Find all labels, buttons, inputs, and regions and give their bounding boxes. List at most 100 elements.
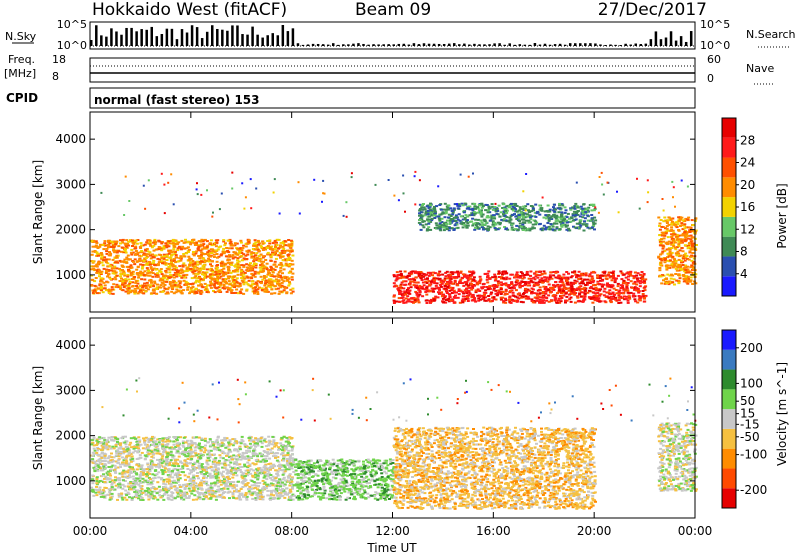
heatmap-cell [204, 248, 207, 250]
heatmap-cell [562, 290, 565, 292]
noise-bar [680, 36, 683, 46]
heatmap-cell [476, 283, 479, 285]
heatmap-cell [658, 269, 661, 271]
heatmap-cell [147, 270, 150, 272]
heatmap-cell [549, 271, 552, 273]
heatmap-cell [457, 227, 460, 229]
heatmap-cell [533, 227, 536, 229]
heatmap-cell [245, 250, 248, 252]
heatmap-cell [245, 258, 248, 260]
heatmap-cell [215, 265, 218, 267]
heatmap-cell [471, 300, 474, 302]
heatmap-cell [492, 225, 495, 227]
heatmap-cell [411, 270, 414, 272]
heatmap-cell [261, 279, 264, 281]
heatmap-cell [669, 253, 672, 255]
heatmap-cell [106, 281, 109, 283]
heatmap-cell [684, 269, 687, 271]
heatmap-cell [595, 287, 598, 289]
heatmap-speckle [243, 208, 245, 210]
heatmap-cell [200, 244, 203, 246]
heatmap-cell [151, 276, 154, 278]
heatmap-cell [110, 241, 113, 243]
heatmap-cell [600, 283, 603, 285]
heatmap-cell [278, 239, 281, 241]
heatmap-cell [282, 248, 285, 250]
heatmap-cell [431, 218, 434, 220]
heatmap-cell [196, 264, 199, 266]
heatmap-cell [181, 246, 184, 248]
heatmap-cell [398, 297, 401, 299]
heatmap-cell [92, 268, 95, 270]
noise-bar [251, 27, 254, 46]
heatmap-cell [266, 263, 269, 265]
heatmap-cell [517, 298, 520, 300]
heatmap-cell [121, 284, 124, 286]
heatmap-cell [396, 271, 399, 273]
heatmap-cell [143, 270, 146, 272]
heatmap-cell [544, 279, 547, 281]
heatmap-cell [538, 289, 541, 291]
heatmap-cell [231, 256, 234, 258]
heatmap-cell [116, 275, 119, 277]
heatmap-cell [237, 249, 240, 251]
heatmap-cell [263, 276, 266, 278]
heatmap-cell [123, 259, 126, 261]
heatmap-cell [112, 259, 115, 261]
heatmap-cell [185, 270, 188, 272]
heatmap-cell [690, 237, 693, 239]
noise-bar [236, 25, 239, 46]
heatmap-cell [667, 236, 670, 238]
heatmap-cell [617, 275, 620, 277]
heatmap-cell [594, 292, 597, 294]
heatmap-cell [206, 251, 209, 253]
freq-unit: [MHz] [4, 67, 36, 80]
noise-bar [272, 33, 275, 46]
heatmap-cell [251, 281, 254, 283]
heatmap-cell [557, 300, 560, 302]
heatmap-cell [159, 247, 162, 249]
heatmap-cell [291, 255, 294, 257]
heatmap-cell [457, 276, 460, 278]
heatmap-cell [547, 211, 550, 213]
heatmap-cell [603, 272, 606, 274]
heatmap-cell [175, 282, 178, 284]
heatmap-cell [416, 294, 419, 296]
heatmap-cell [108, 258, 111, 260]
heatmap-cell [580, 206, 583, 208]
heatmap-cell [269, 286, 272, 288]
heatmap-cell [433, 298, 436, 300]
heatmap-cell [461, 291, 464, 293]
heatmap-cell [553, 296, 556, 298]
heatmap-speckle [221, 193, 223, 195]
heatmap-cell [516, 205, 519, 207]
heatmap-cell [445, 283, 448, 285]
heatmap-cell [581, 282, 584, 284]
heatmap-cell [140, 274, 143, 276]
heatmap-cell [213, 286, 216, 288]
heatmap-cell [660, 282, 663, 284]
heatmap-cell [630, 292, 633, 294]
heatmap-cell [522, 206, 525, 208]
heatmap-cell [92, 495, 95, 497]
heatmap-cell [670, 219, 673, 221]
heatmap-cell [574, 288, 577, 290]
heatmap-cell [205, 288, 208, 290]
heatmap-speckle [241, 182, 243, 184]
heatmap-cell [197, 255, 200, 257]
heatmap-cell [114, 278, 117, 280]
heatmap-cell [245, 246, 248, 248]
heatmap-cell [437, 273, 440, 275]
heatmap-cell [663, 217, 666, 219]
heatmap-cell [442, 302, 445, 304]
heatmap-cell [554, 281, 557, 283]
heatmap-cell [556, 226, 559, 228]
heatmap-cell [611, 279, 614, 281]
velocity-heatmap [90, 377, 698, 510]
heatmap-cell [469, 293, 472, 295]
heatmap-cell [599, 288, 602, 290]
heatmap-cell [274, 251, 277, 253]
heatmap-cell [177, 471, 180, 473]
heatmap-cell [421, 209, 424, 211]
heatmap-cell [609, 277, 612, 279]
